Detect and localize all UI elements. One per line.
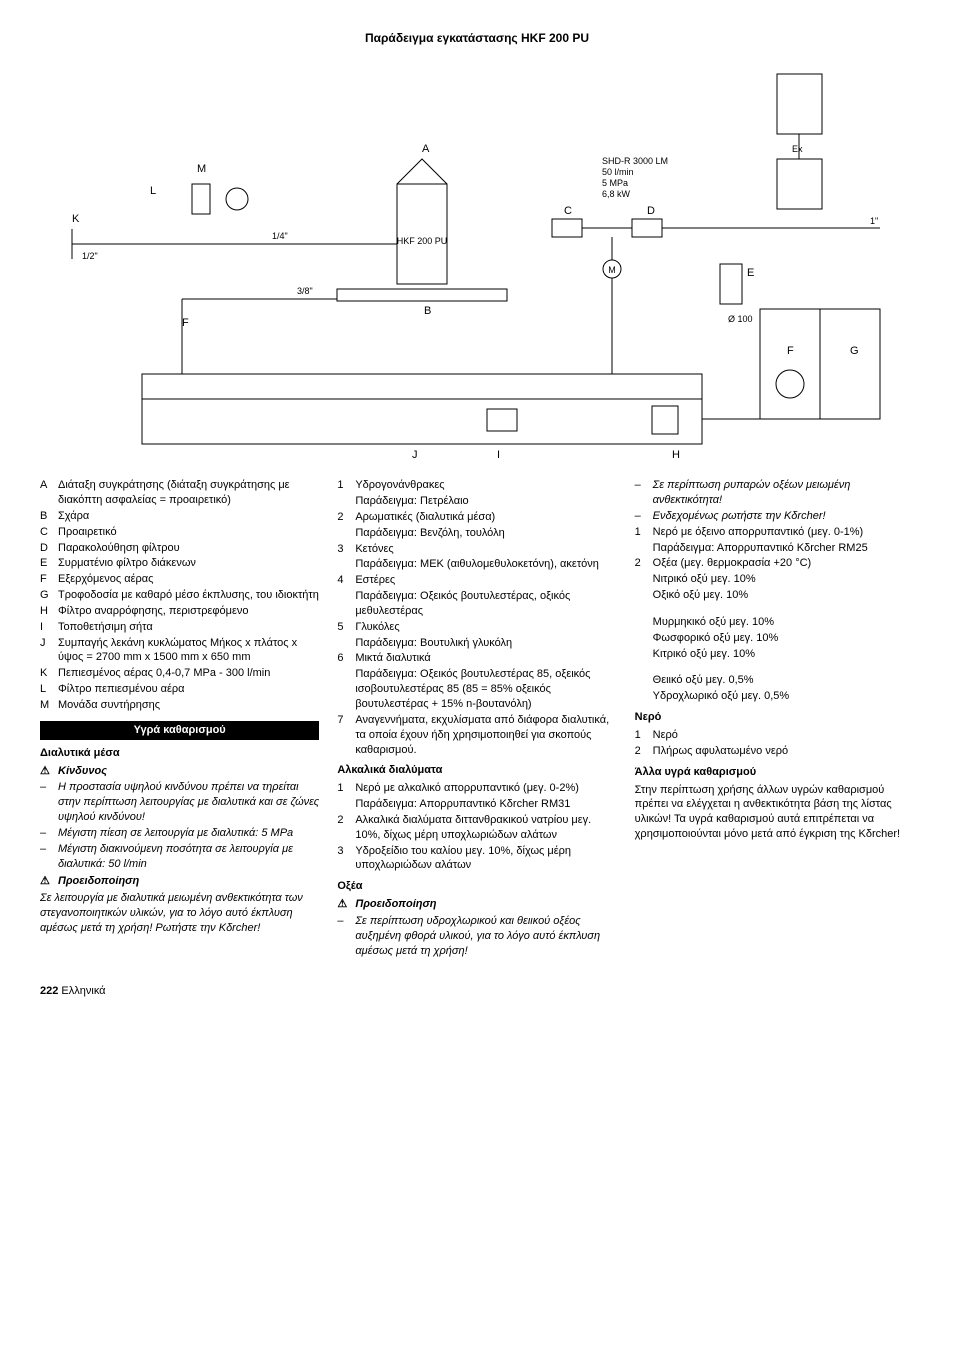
column-2: 1Υδρογονάνθρακες Παράδειγμα: Πετρέλαιο 2… xyxy=(337,478,616,959)
alkaline-heading: Αλκαλικά διαλύματα xyxy=(337,763,616,778)
warning-icon: ⚠ xyxy=(337,897,355,912)
column-1: AΔιάταξη συγκράτησης (διάταξη συγκράτηση… xyxy=(40,478,319,959)
svg-text:1": 1" xyxy=(870,216,878,226)
solvents-heading: Διαλυτικά μέσα xyxy=(40,746,319,761)
acids-heading: Οξέα xyxy=(337,879,616,894)
other-liquids-heading: Άλλα υγρά καθαρισμού xyxy=(635,765,914,780)
svg-text:F: F xyxy=(787,345,794,357)
water-heading: Νερό xyxy=(635,710,914,725)
svg-text:HKF 200 PU: HKF 200 PU xyxy=(397,236,448,246)
svg-text:SHD-R 3000 LM: SHD-R 3000 LM xyxy=(602,156,668,166)
content-columns: AΔιάταξη συγκράτησης (διάταξη συγκράτηση… xyxy=(40,478,914,959)
other-liquids-text: Στην περίπτωση χρήσης άλλων υγρών καθαρι… xyxy=(635,783,914,842)
legend-list: AΔιάταξη συγκράτησης (διάταξη συγκράτηση… xyxy=(40,478,319,713)
svg-text:50 l/min: 50 l/min xyxy=(602,167,634,177)
svg-text:F: F xyxy=(182,317,189,329)
column-3: –Σε περίπτωση ρυπαρών οξέων μειωμένη ανθ… xyxy=(635,478,914,959)
svg-text:K: K xyxy=(72,213,80,225)
svg-text:5 MPa: 5 MPa xyxy=(602,178,628,188)
svg-text:E: E xyxy=(747,267,754,279)
svg-text:C: C xyxy=(564,205,572,217)
page-footer: 222 Ελληνικά xyxy=(40,984,914,999)
installation-diagram: HKF 200 PU 1/2" 1/4" 3/8" SHD-R 3000 LM … xyxy=(40,64,914,464)
svg-text:M: M xyxy=(197,163,206,175)
danger-heading: ⚠ Κίνδυνος xyxy=(40,764,319,779)
svg-text:1/4": 1/4" xyxy=(272,231,288,241)
svg-text:I: I xyxy=(497,449,500,461)
svg-text:G: G xyxy=(850,345,859,357)
svg-text:L: L xyxy=(150,185,156,197)
svg-text:J: J xyxy=(412,449,418,461)
warning-icon: ⚠ xyxy=(40,764,58,779)
svg-text:A: A xyxy=(422,143,430,155)
warning-icon: ⚠ xyxy=(40,874,58,889)
page-language: Ελληνικά xyxy=(61,985,105,997)
svg-text:B: B xyxy=(424,305,431,317)
svg-text:3/8": 3/8" xyxy=(297,286,313,296)
page-title: Παράδειγμα εγκατάστασης HKF 200 PU xyxy=(40,30,914,46)
warning-heading: ⚠ Προειδοποίηση xyxy=(40,874,319,889)
acid-warning-heading: ⚠ Προειδοποίηση xyxy=(337,897,616,912)
svg-text:M: M xyxy=(608,265,616,275)
svg-text:6,8 kW: 6,8 kW xyxy=(602,189,631,199)
svg-text:D: D xyxy=(647,205,655,217)
svg-text:Ex: Ex xyxy=(792,144,803,154)
page-number: 222 xyxy=(40,985,58,997)
svg-text:1/2": 1/2" xyxy=(82,251,98,261)
cleaning-liquids-heading: Υγρά καθαρισμού xyxy=(40,721,319,740)
warning-text: Σε λειτουργία με διαλυτικά μειωμένη ανθε… xyxy=(40,891,319,936)
svg-text:H: H xyxy=(672,449,680,461)
svg-text:Ø 100: Ø 100 xyxy=(728,314,753,324)
